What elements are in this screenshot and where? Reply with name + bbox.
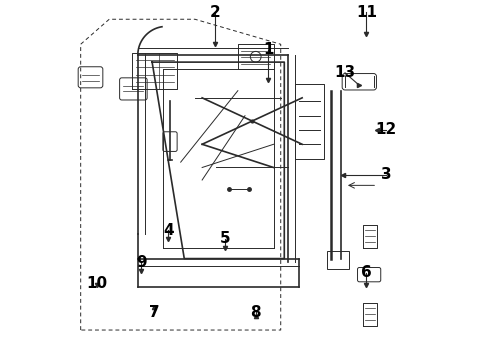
- Text: 10: 10: [86, 276, 107, 291]
- Bar: [327, 251, 348, 269]
- FancyBboxPatch shape: [342, 73, 376, 90]
- Text: 8: 8: [250, 305, 261, 320]
- Text: 1: 1: [263, 42, 273, 57]
- Text: 5: 5: [220, 231, 231, 247]
- Text: 11: 11: [356, 5, 377, 19]
- Text: 9: 9: [136, 255, 147, 270]
- Text: 2: 2: [209, 5, 220, 19]
- FancyBboxPatch shape: [358, 267, 381, 282]
- Circle shape: [250, 51, 261, 62]
- FancyBboxPatch shape: [78, 67, 103, 88]
- Text: 12: 12: [375, 122, 397, 138]
- Text: 6: 6: [361, 265, 372, 280]
- FancyBboxPatch shape: [120, 78, 147, 100]
- FancyBboxPatch shape: [163, 132, 177, 152]
- Text: 13: 13: [335, 65, 356, 80]
- Text: 7: 7: [148, 305, 159, 320]
- Text: 3: 3: [381, 167, 392, 182]
- Text: 4: 4: [163, 222, 173, 238]
